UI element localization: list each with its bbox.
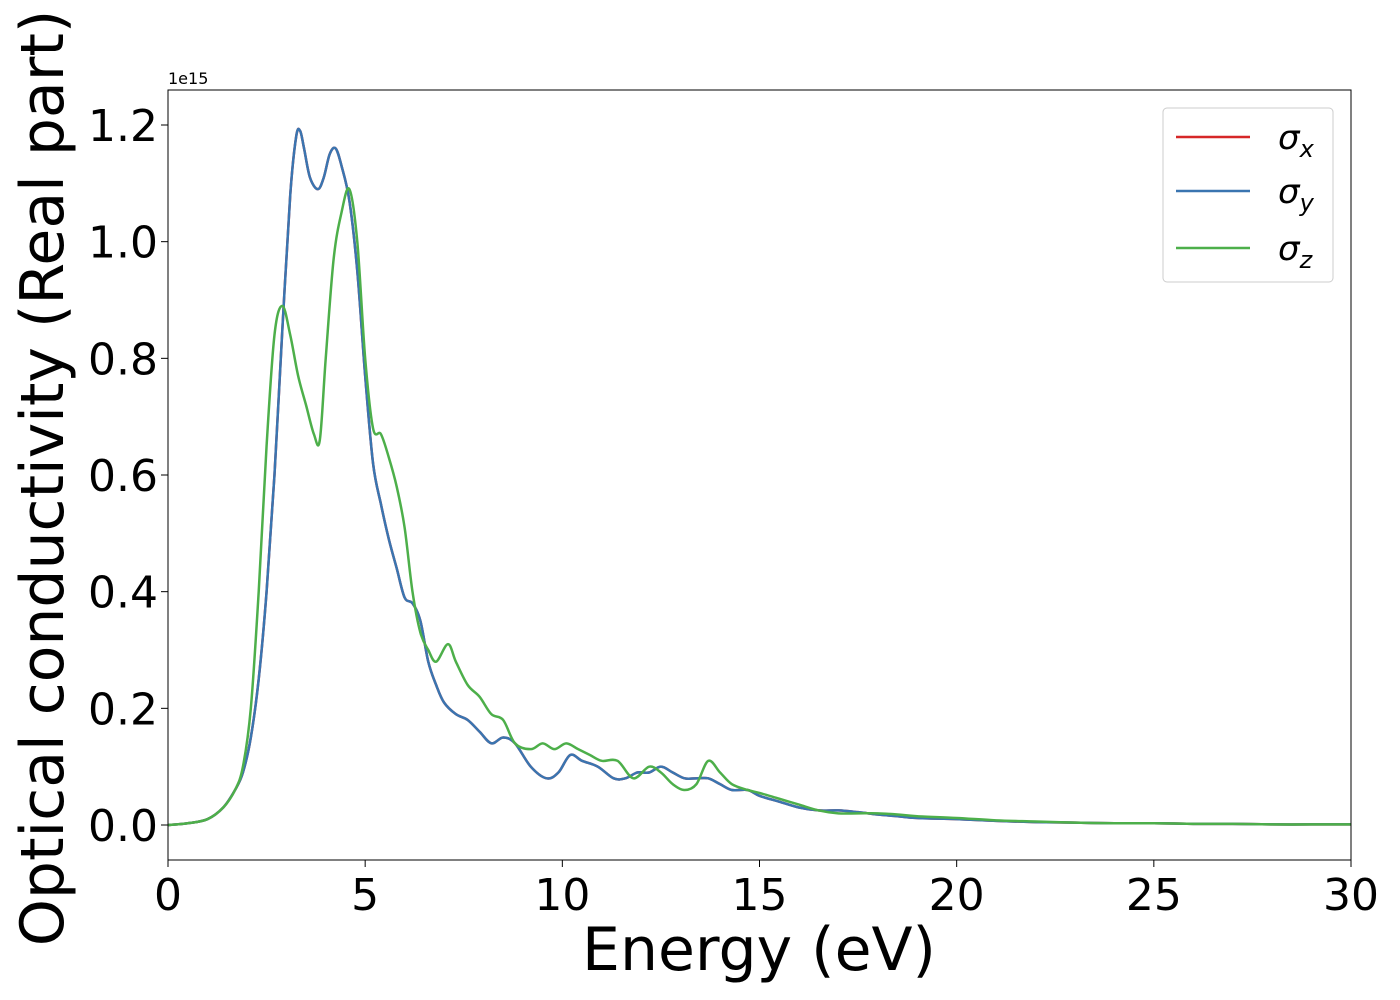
y-tick-label: 0.6 [88,451,158,502]
legend-box [1162,107,1334,283]
y-tick-label: 0.4 [88,568,158,619]
y-tick-label: 0.2 [88,684,158,735]
legend-label-sub: x [1299,135,1315,163]
series-line-z [167,187,1351,827]
x-axis: 0 5 10 15 20 25 30 [154,860,1379,921]
x-tick-label: 10 [534,870,590,921]
x-tick-label: 15 [732,870,788,921]
plot-area [168,90,1351,860]
x-tick-label: 30 [1323,870,1379,921]
y-tick-label: 0.0 [88,801,158,852]
y-tick-label: 0.8 [88,334,158,385]
x-axis-title: Energy (eV) [582,915,936,985]
x-tick-label: 0 [154,870,182,921]
legend-label-base: σ [1278,229,1301,269]
legend-label-sub: z [1299,246,1314,274]
y-axis-title: Optical conductivity (Real part) [8,10,78,947]
y-tick-label: 1.0 [88,218,158,269]
legend-label-z: σz [1278,229,1314,274]
legend-label-base: σ [1278,172,1301,212]
y-axis: 0.0 0.2 0.4 0.6 0.8 1.0 1.2 [88,101,168,852]
y-tick-label: 1.2 [88,101,158,152]
legend-label-x: σx [1278,118,1315,163]
legend-label-base: σ [1278,118,1301,158]
y-offset-label: 1e15 [168,69,208,88]
series-layer [167,127,1351,827]
x-tick-label: 20 [929,870,985,921]
x-tick-label: 5 [351,870,379,921]
x-tick-label: 25 [1126,870,1182,921]
legend-label-y: σy [1278,172,1315,217]
legend-label-sub: y [1299,189,1315,217]
